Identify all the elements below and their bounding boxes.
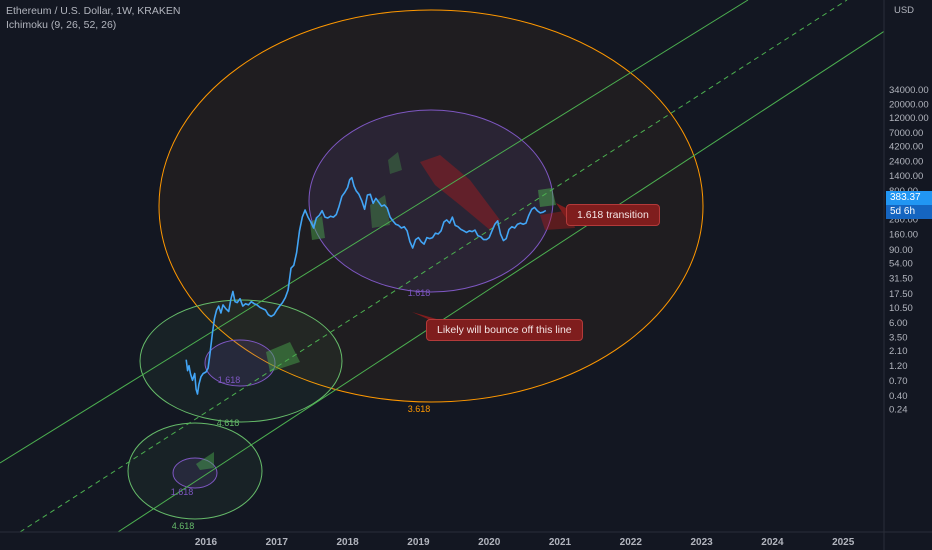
- fib-level-label: 1.618: [171, 487, 194, 497]
- y-tick-label: 0.70: [889, 376, 908, 387]
- x-tick-label: 2023: [690, 537, 713, 548]
- ichimoku-cloud-3: [310, 216, 325, 240]
- y-tick-label: 20000.00: [889, 99, 929, 110]
- ichimoku-cloud-1: [196, 452, 214, 470]
- price-line: [185, 176, 547, 395]
- fib-circle-mid-large: [308, 109, 554, 293]
- y-tick-label: 31.50: [889, 273, 913, 284]
- currency-label: USD: [894, 5, 914, 16]
- ichimoku-cloud-6: [420, 155, 500, 230]
- indicator-label[interactable]: Ichimoku (9, 26, 52, 26): [6, 19, 117, 31]
- y-tick-label: 2400.00: [889, 157, 923, 168]
- y-tick-label: 3.50: [889, 332, 908, 343]
- y-tick-label: 160.00: [889, 230, 918, 241]
- fib-circle-mid-medium: [204, 339, 276, 387]
- price-axis[interactable]: 34000.00 20000.00 12000.00 7000.00 4200.00 24…: [889, 85, 929, 415]
- y-tick-label: 12000.00: [889, 113, 929, 124]
- trend-channel: [0, 0, 884, 532]
- chart-title: Ethereum / U.S. Dollar, 1W, KRAKEN: [6, 5, 181, 17]
- x-tick-label: 2020: [478, 537, 501, 548]
- y-tick-label: 0.24: [889, 405, 908, 416]
- current-price-badge: 383.37: [886, 191, 932, 205]
- y-tick-label: 0.40: [889, 391, 908, 402]
- channel-mid-line: [19, 0, 848, 532]
- time-axis[interactable]: 2016 2017 2018 2019 2020 2021 2022 2023 2024 2025: [195, 537, 855, 548]
- fib-level-label: 1.618: [218, 375, 241, 385]
- fib-labels: 1.618 1.618 4.618 1.618 4.618 3.618: [171, 288, 431, 531]
- ichimoku-cloud-4: [370, 195, 390, 228]
- ichimoku-cloud-2: [266, 342, 300, 372]
- ichimoku-cloud-7: [538, 188, 556, 207]
- x-tick-label: 2022: [620, 537, 643, 548]
- fib-circle-large: [158, 9, 704, 403]
- y-tick-label: 6.00: [889, 318, 908, 329]
- fib-level-label: 4.618: [217, 418, 240, 428]
- y-tick-label: 17.50: [889, 289, 913, 300]
- x-tick-label: 2019: [407, 537, 430, 548]
- x-tick-label: 2017: [266, 537, 289, 548]
- transition-callout-pointer: [556, 203, 566, 218]
- bounce-callout-pointer: [412, 312, 440, 320]
- x-tick-label: 2021: [549, 537, 572, 548]
- x-tick-label: 2024: [761, 537, 784, 548]
- y-tick-label: 4200.00: [889, 142, 923, 153]
- fib-circle-small: [127, 422, 263, 520]
- channel-upper-line: [0, 0, 749, 464]
- x-tick-label: 2016: [195, 537, 218, 548]
- fib-circle-mid-small: [172, 457, 218, 489]
- y-tick-label: 90.00: [889, 245, 913, 256]
- transition-callout[interactable]: 1.618 transition: [566, 204, 660, 226]
- fib-level-label: 1.618: [408, 288, 431, 298]
- y-tick-label: 1.20: [889, 361, 908, 372]
- y-tick-label: 1400.00: [889, 171, 923, 182]
- y-tick-label: 7000.00: [889, 128, 923, 139]
- fib-circles: [127, 9, 704, 520]
- channel-lower-line: [117, 30, 884, 532]
- ichimoku-cloud: [196, 152, 575, 470]
- x-tick-label: 2025: [832, 537, 855, 548]
- y-tick-label: 34000.00: [889, 85, 929, 96]
- countdown-badge: 5d 6h: [886, 205, 932, 219]
- y-tick-label: 54.00: [889, 259, 913, 270]
- bounce-callout[interactable]: Likely will bounce off this line: [426, 319, 583, 341]
- ichimoku-cloud-5: [388, 152, 402, 174]
- fib-level-label: 4.618: [172, 521, 195, 531]
- y-tick-label: 2.10: [889, 346, 908, 357]
- x-tick-label: 2018: [336, 537, 359, 548]
- y-tick-label: 10.50: [889, 303, 913, 314]
- y-tick-label: 280.00: [889, 214, 918, 225]
- fib-level-label: 3.618: [408, 404, 431, 414]
